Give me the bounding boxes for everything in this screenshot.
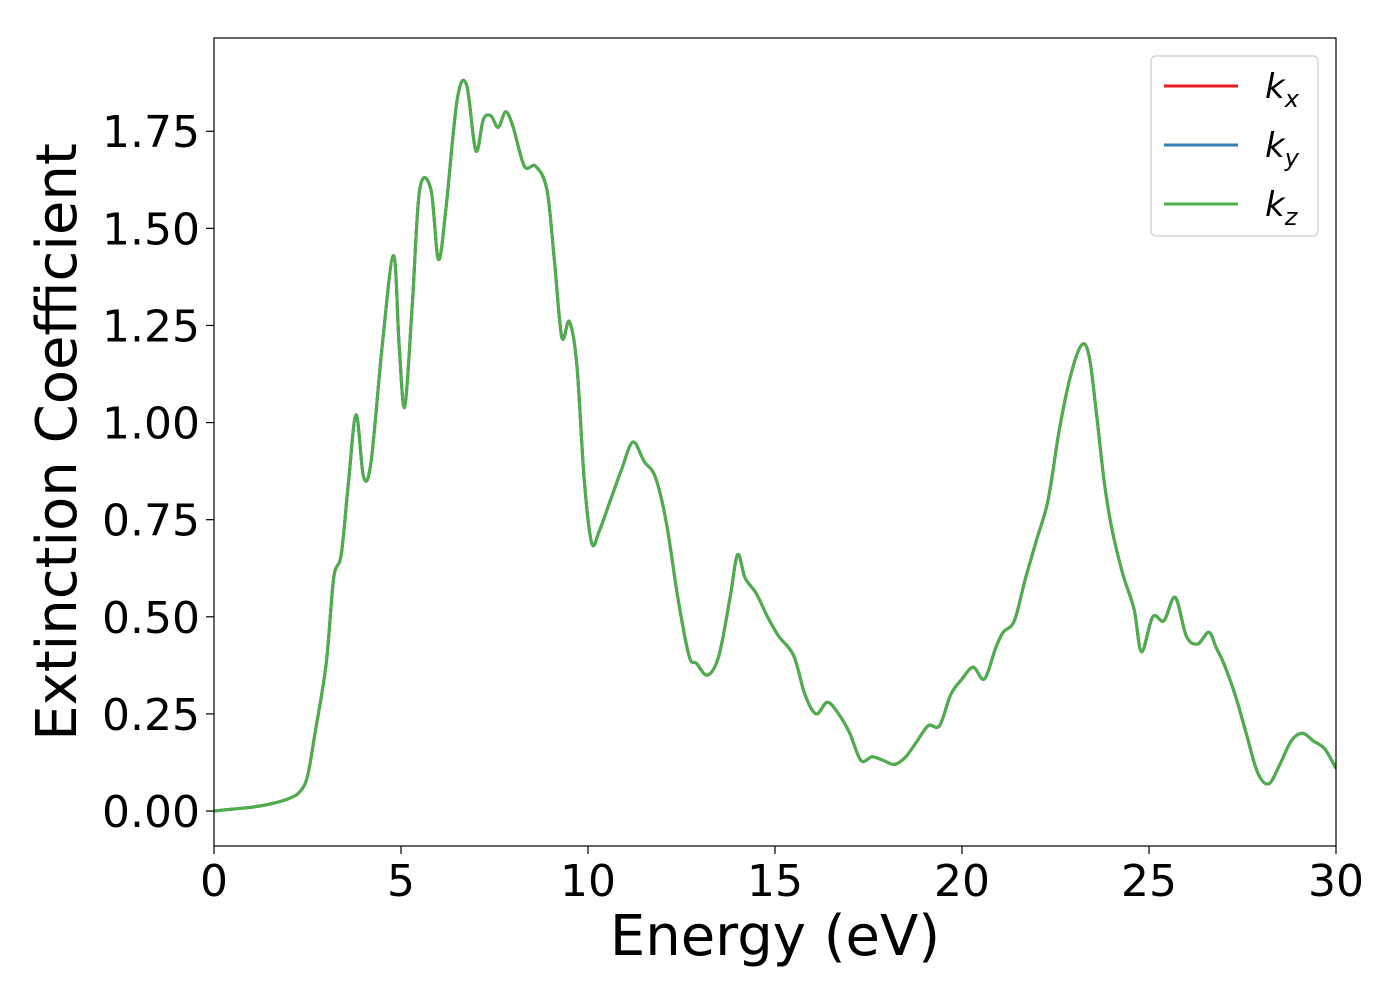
- y-tick-label: 0.50: [102, 593, 200, 644]
- legend-label: ky: [1265, 126, 1300, 172]
- x-tick-label: 0: [200, 856, 228, 907]
- x-tick-label: 30: [1308, 856, 1364, 907]
- legend-label: kx: [1265, 67, 1300, 113]
- y-tick-label: 1.75: [102, 107, 200, 158]
- y-axis-title: Extinction Coefficient: [25, 143, 90, 741]
- y-axis: 0.00 0.25 0.50 0.75 1.00 1.25 1.50 1.75: [102, 107, 214, 838]
- y-tick-label: 0.00: [102, 787, 200, 838]
- x-tick-label: 20: [934, 856, 990, 907]
- y-tick-label: 0.75: [102, 496, 200, 547]
- x-tick-label: 10: [560, 856, 616, 907]
- series-layer: [214, 78, 1336, 813]
- x-tick-label: 25: [1121, 856, 1177, 907]
- x-tick-label: 15: [747, 856, 803, 907]
- x-axis-title: Energy (eV): [610, 904, 940, 969]
- y-tick-label: 1.50: [102, 204, 200, 255]
- x-axis: 0 5 10 15 20 25 30: [200, 846, 1364, 907]
- x-tick-label: 5: [387, 856, 415, 907]
- series-line-k-z: [214, 78, 1336, 813]
- legend: kx ky kz: [1150, 55, 1319, 237]
- y-tick-label: 1.25: [102, 301, 200, 352]
- y-tick-label: 0.25: [102, 690, 200, 741]
- legend-label: kz: [1265, 185, 1299, 231]
- y-tick-label: 1.00: [102, 399, 200, 450]
